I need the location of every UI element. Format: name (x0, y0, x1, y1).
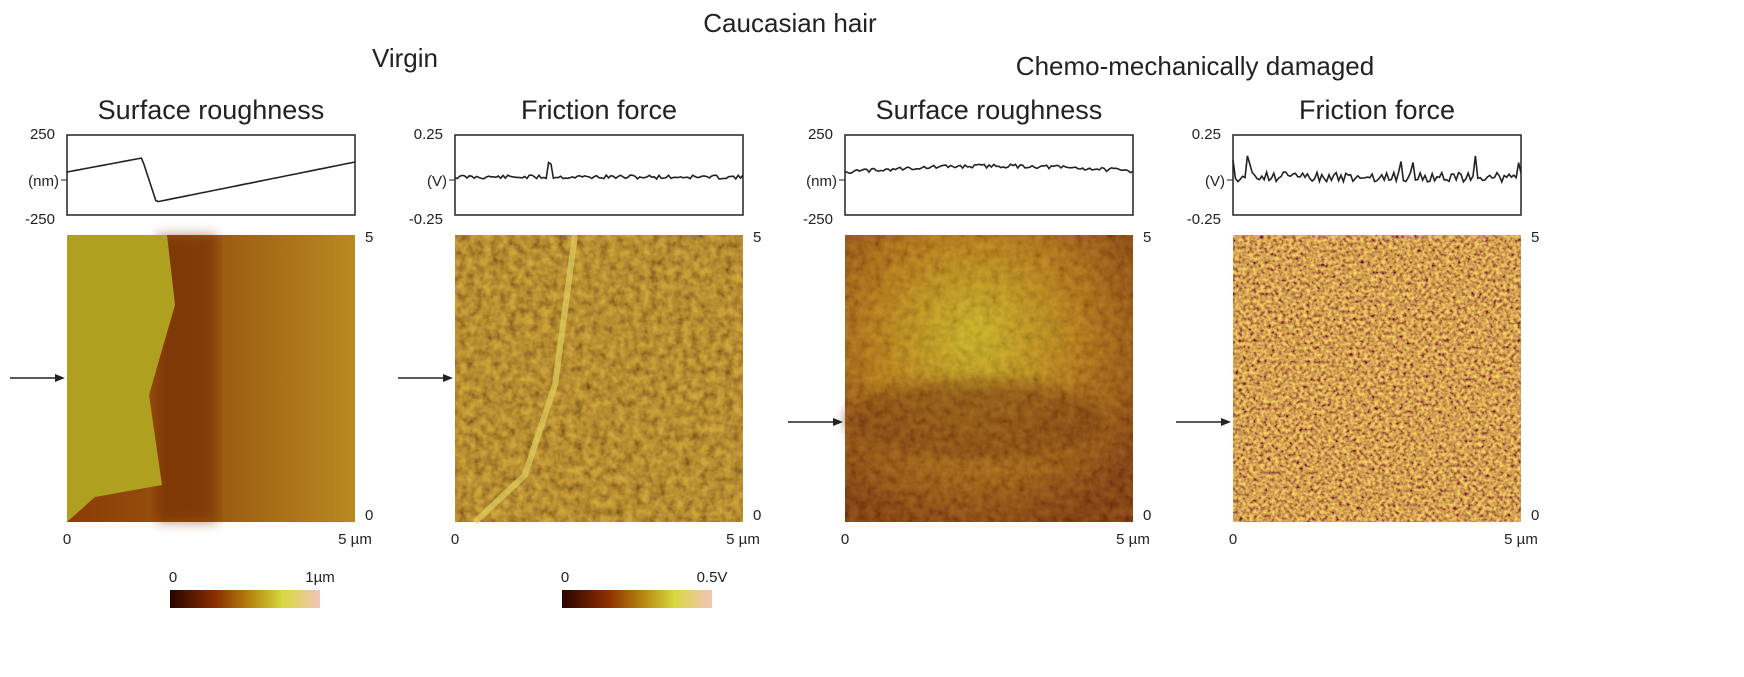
x-end-label: 5 µm (338, 531, 372, 548)
x-start-label: 0 (1229, 531, 1237, 548)
profile-frame (454, 134, 744, 216)
x-end-label: 5 µm (1504, 531, 1538, 548)
arrow-head (55, 374, 65, 382)
profile-line (454, 161, 744, 181)
x-start-label: 0 (841, 531, 849, 548)
arrow-head (833, 418, 843, 426)
panel-title: Friction force (1299, 95, 1455, 125)
afm-step (472, 234, 578, 525)
colorbar-max: 1µm (305, 569, 334, 586)
x-start-label: 0 (451, 531, 459, 548)
afm-noise (845, 235, 1133, 522)
afm-terrace (67, 235, 175, 522)
profile-top-label: 250 (30, 126, 55, 143)
image-top-label: 5 (1531, 229, 1539, 246)
profile-bottom-label: -250 (25, 211, 55, 228)
colorbar-max: 0.5V (697, 569, 728, 586)
x-start-label: 0 (63, 531, 71, 548)
panel-title: Surface roughness (876, 95, 1103, 125)
image-bottom-label: 0 (1143, 507, 1151, 524)
panel-title: Surface roughness (98, 95, 325, 125)
colorbar (562, 590, 712, 608)
arrow-head (1221, 418, 1231, 426)
afm-noise (1233, 235, 1521, 522)
profile-frame (844, 134, 1134, 216)
profile-frame (66, 134, 356, 216)
profile-bottom-label: -0.25 (1187, 211, 1221, 228)
profile-unit: (V) (1205, 173, 1225, 190)
colorbar-min: 0 (561, 569, 569, 586)
image-bottom-label: 0 (365, 507, 373, 524)
profile-line (1232, 155, 1522, 185)
profile-unit: (V) (427, 173, 447, 190)
group-label: Virgin (372, 43, 438, 73)
image-top-label: 5 (365, 229, 373, 246)
profile-bottom-label: -0.25 (409, 211, 443, 228)
group-label: Chemo-mechanically damaged (1016, 51, 1374, 81)
afm-noise (455, 235, 743, 522)
image-bottom-label: 0 (753, 507, 761, 524)
x-end-label: 5 µm (1116, 531, 1150, 548)
profile-top-label: 250 (808, 126, 833, 143)
image-top-label: 5 (1143, 229, 1151, 246)
profile-bottom-label: -250 (803, 211, 833, 228)
colorbar-min: 0 (169, 569, 177, 586)
profile-top-label: 0.25 (414, 126, 443, 143)
image-top-label: 5 (753, 229, 761, 246)
panel-title: Friction force (521, 95, 677, 125)
image-bottom-label: 0 (1531, 507, 1539, 524)
profile-line (844, 163, 1134, 175)
profile-unit: (nm) (28, 173, 59, 190)
colorbar (170, 590, 320, 608)
figure-title: Caucasian hair (703, 8, 877, 38)
profile-line (66, 157, 356, 203)
profile-top-label: 0.25 (1192, 126, 1221, 143)
arrow-head (443, 374, 453, 382)
x-end-label: 5 µm (726, 531, 760, 548)
profile-unit: (nm) (806, 173, 837, 190)
